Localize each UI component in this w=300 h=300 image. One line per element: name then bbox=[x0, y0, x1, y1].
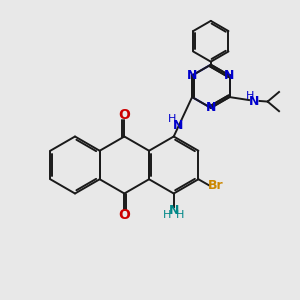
Text: Br: Br bbox=[208, 179, 223, 192]
Text: O: O bbox=[118, 208, 130, 222]
Text: H: H bbox=[176, 210, 184, 220]
Text: H: H bbox=[246, 91, 254, 100]
Text: N: N bbox=[224, 69, 235, 82]
Text: N: N bbox=[172, 119, 183, 132]
Text: N: N bbox=[169, 204, 179, 217]
Text: O: O bbox=[118, 108, 130, 122]
Text: N: N bbox=[187, 69, 197, 82]
Text: N: N bbox=[249, 95, 260, 108]
Text: N: N bbox=[206, 101, 216, 114]
Text: H: H bbox=[163, 210, 171, 220]
Text: H: H bbox=[168, 114, 176, 124]
